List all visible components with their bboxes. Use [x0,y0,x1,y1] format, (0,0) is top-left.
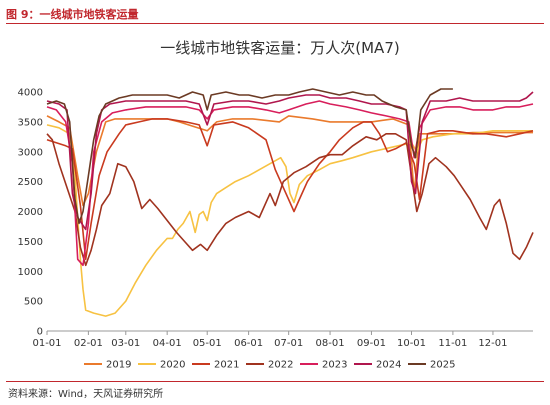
chart-axes: 0 500 1000 1500 2000 2500 3000 3500 4000 01-01 02-… [18,88,533,349]
legend-label-2019: 2019 [106,360,131,371]
legend-label-2021: 2021 [214,360,239,371]
y-tick-label: 1500 [18,237,43,248]
y-tick-label: 3000 [18,147,43,158]
series-line-2024 [46,91,534,231]
legend-label-2023: 2023 [322,360,347,371]
series-line-2022 [46,133,534,267]
series-line-2020 [46,124,533,317]
y-tick-label: 0 [37,327,43,338]
x-tick-label: 03-01 [111,338,140,349]
caption-rule [6,23,544,24]
x-tick-label: 09-01 [357,338,386,349]
figure-caption: 图 9：一线城市地铁客运量 [6,8,139,21]
series-line-2021 [46,118,534,261]
y-tick-label: 3500 [18,117,43,128]
chart-title: 一线城市地铁客运量：万人次(MA7) [160,39,399,57]
y-tick-label: 1000 [18,267,43,278]
y-tick-label: 2500 [18,177,43,188]
x-tick-label: 12-01 [478,338,507,349]
x-tick-label: 10-01 [397,338,426,349]
x-tick-label: 07-01 [274,338,303,349]
x-tick-label: 04-01 [153,338,182,349]
chart-series-lines [46,88,534,317]
legend-label-2022: 2022 [268,360,293,371]
source-rule [6,381,544,382]
y-tick-label: 2000 [18,207,43,218]
y-tick-label: 500 [24,297,43,308]
y-tick-label: 4000 [18,88,43,99]
x-tick-label: 05-01 [193,338,222,349]
legend-label-2024: 2024 [376,360,401,371]
x-tick-label: 02-01 [74,338,103,349]
x-tick-label: 01-01 [32,338,61,349]
x-tick-label: 11-01 [438,338,467,349]
chart-legend: 2019 2020 2021 2022 2023 2024 2025 [84,360,455,371]
x-tick-label: 06-01 [234,338,263,349]
legend-label-2020: 2020 [160,360,185,371]
legend-label-2025: 2025 [430,360,455,371]
x-tick-label: 08-01 [316,338,345,349]
series-line-2019 [46,115,533,207]
series-line-2025 [46,88,453,225]
line-chart: 一线城市地铁客运量：万人次(MA7) 0 500 1000 1500 2000 2500 3… [18,39,534,371]
source-note: 资料来源：Wind，天风证券研究所 [8,389,164,400]
